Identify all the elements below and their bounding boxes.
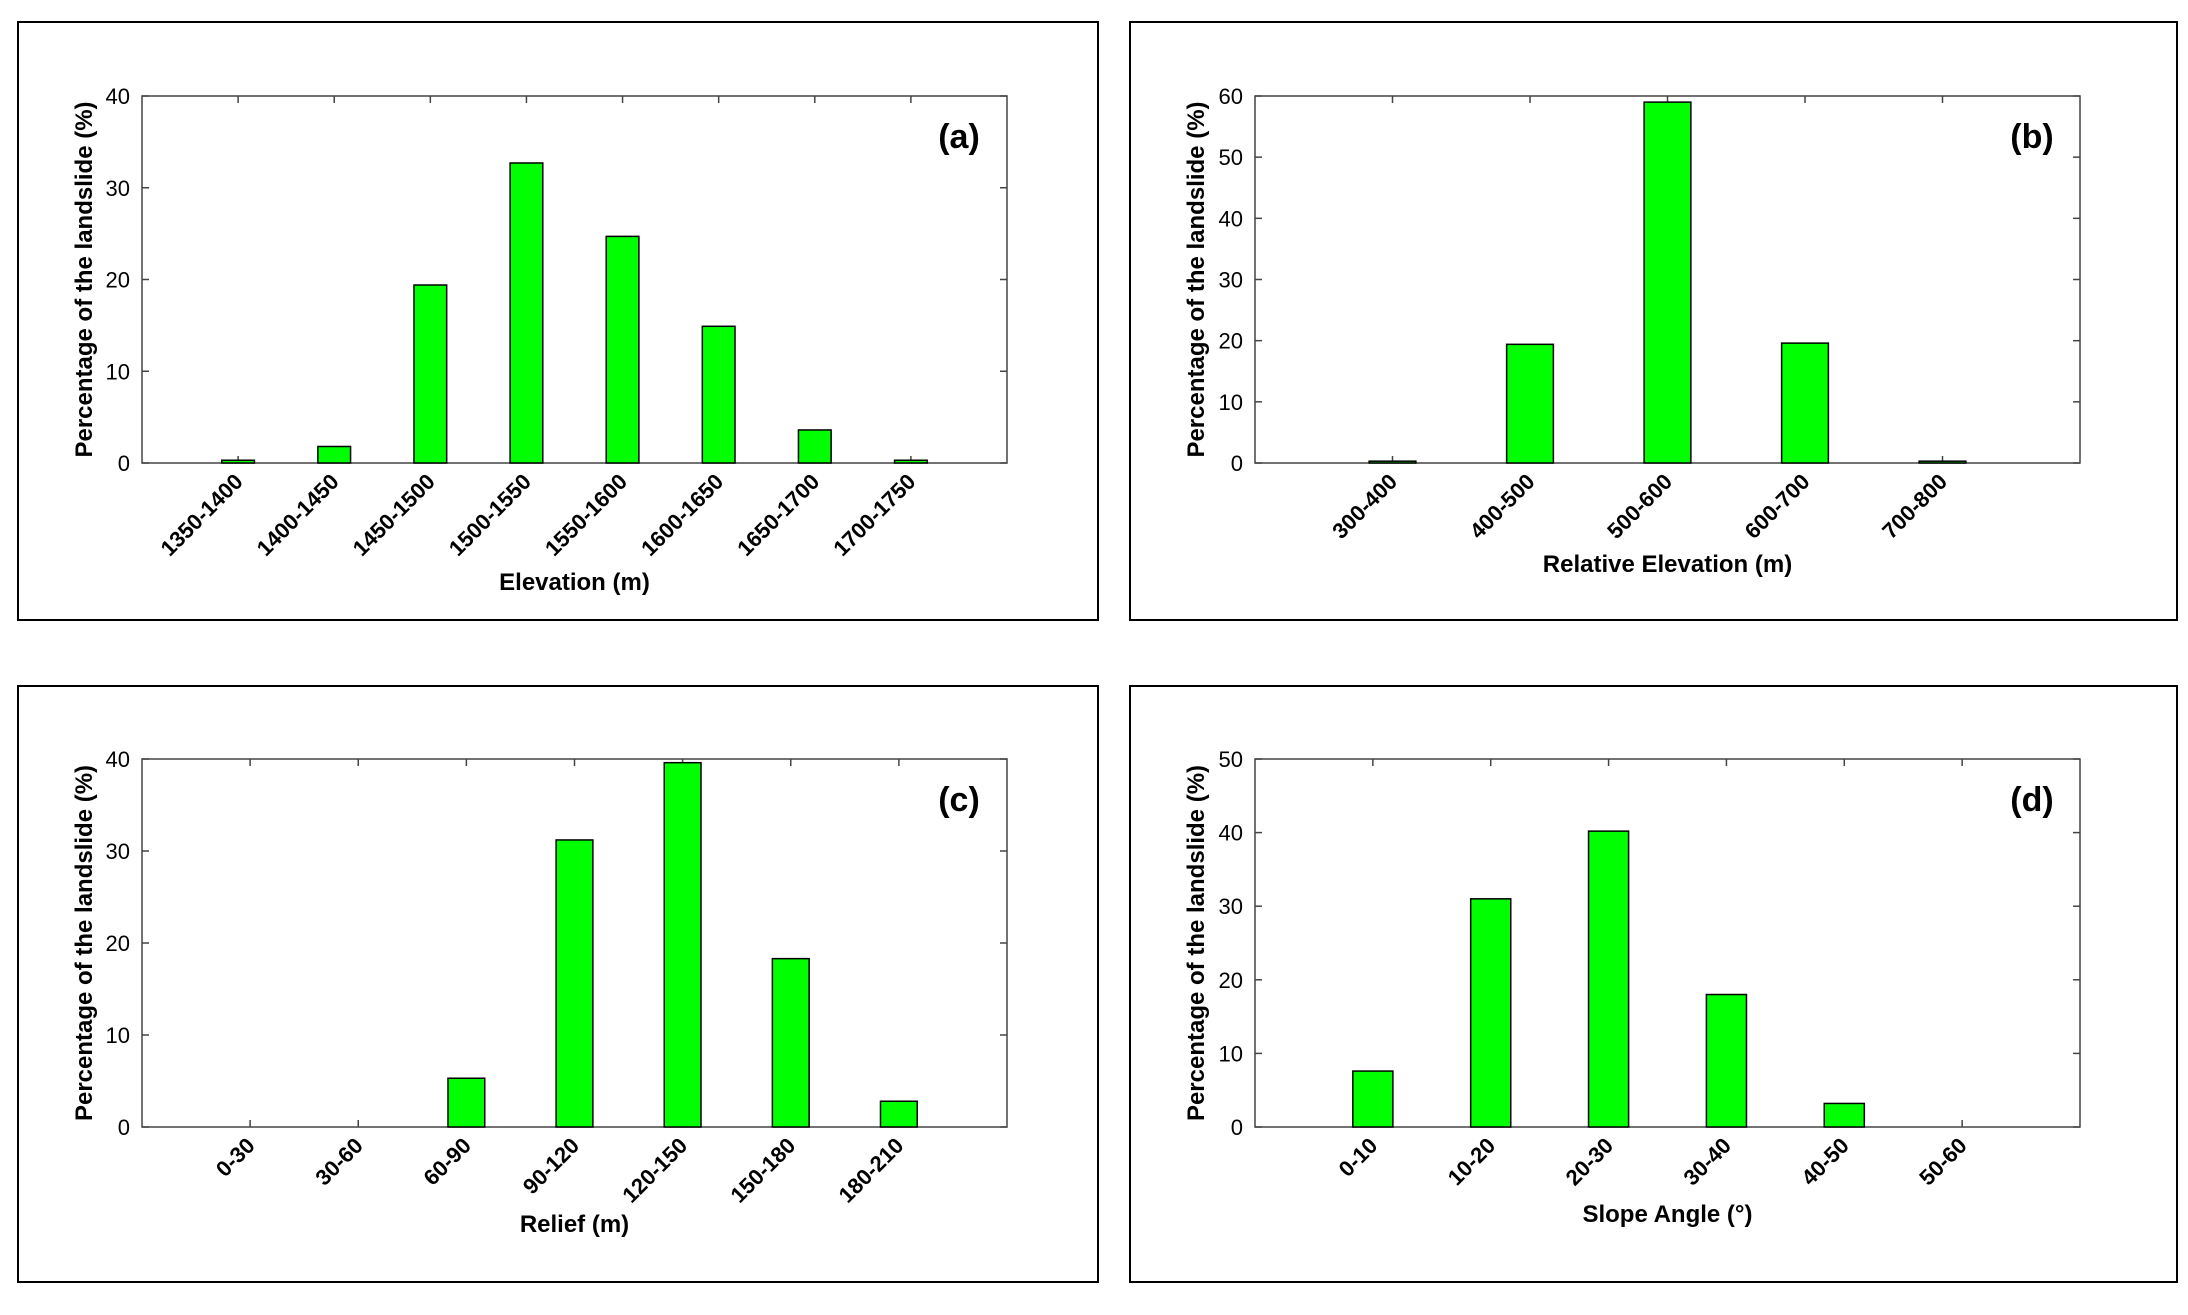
y-tick-label: 0 xyxy=(118,1115,130,1140)
y-axis-label: Percentage of the landslide (%) xyxy=(1183,101,1210,457)
bar-1600-1650 xyxy=(701,325,736,464)
bar-700-800 xyxy=(1918,460,1967,464)
x-axis-label: Elevation (m) xyxy=(499,569,650,596)
panel-label: (a) xyxy=(938,118,980,156)
plot-area xyxy=(1254,758,2081,1128)
y-tick-label: 60 xyxy=(1219,84,1243,109)
bar-40-50 xyxy=(1823,1102,1866,1128)
bar-180-210 xyxy=(879,1100,919,1128)
bar-1400-1450 xyxy=(317,445,352,464)
y-tick-label: 40 xyxy=(1219,206,1243,231)
panel-label: (b) xyxy=(2010,118,2053,156)
y-tick-label: 0 xyxy=(1231,451,1243,476)
y-tick-label: 0 xyxy=(118,451,130,476)
bar-150-180 xyxy=(771,957,810,1128)
y-axis-label: Percentage of the landslide (%) xyxy=(71,101,98,457)
y-tick-label: 10 xyxy=(1219,390,1243,415)
y-axis-label: Percentage of the landslide (%) xyxy=(1183,765,1210,1121)
y-tick-label: 10 xyxy=(106,359,130,384)
bar-1650-1700 xyxy=(797,429,832,464)
bar-1350-1400 xyxy=(221,459,256,464)
y-tick-label: 30 xyxy=(1219,268,1243,293)
y-tick-label: 40 xyxy=(106,747,130,772)
bar-400-500 xyxy=(1505,343,1555,464)
plot-area xyxy=(141,95,1008,464)
bar-1500-1550 xyxy=(509,162,544,464)
y-tick-label: 20 xyxy=(106,268,130,293)
y-tick-label: 10 xyxy=(1219,1041,1243,1066)
bar-500-600 xyxy=(1643,101,1692,464)
y-axis-label: Percentage of the landslide (%) xyxy=(71,765,98,1121)
panel-label: (d) xyxy=(2010,781,2053,819)
panel-label: (c) xyxy=(938,781,980,819)
bar-20-30 xyxy=(1587,830,1630,1128)
y-tick-label: 20 xyxy=(1219,329,1243,354)
y-tick-label: 10 xyxy=(106,1023,130,1048)
panel-frame xyxy=(17,21,1099,621)
bar-90-120 xyxy=(555,839,594,1128)
panel-frame xyxy=(1129,21,2178,621)
panel-frame xyxy=(1129,685,2178,1283)
bar-300-400 xyxy=(1368,460,1417,464)
panel-frame xyxy=(17,685,1099,1283)
bar-120-150 xyxy=(663,761,702,1128)
bar-0-10 xyxy=(1352,1070,1394,1128)
bar-1700-1750 xyxy=(893,459,928,464)
y-tick-label: 20 xyxy=(1219,968,1243,993)
bar-1550-1600 xyxy=(605,235,640,464)
x-axis-label: Slope Angle (°) xyxy=(1582,1201,1752,1228)
bar-1450-1500 xyxy=(413,284,448,464)
bar-600-700 xyxy=(1780,342,1830,464)
y-tick-label: 30 xyxy=(106,176,130,201)
x-axis-label: Relief (m) xyxy=(520,1211,629,1238)
y-tick-label: 40 xyxy=(1219,821,1243,846)
bar-10-20 xyxy=(1469,898,1512,1128)
bar-60-90 xyxy=(447,1077,486,1128)
x-axis-label: Relative Elevation (m) xyxy=(1543,551,1792,578)
y-tick-label: 50 xyxy=(1219,145,1243,170)
y-tick-label: 30 xyxy=(1219,894,1243,919)
y-tick-label: 0 xyxy=(1231,1115,1243,1140)
y-tick-label: 50 xyxy=(1219,747,1243,772)
y-tick-label: 20 xyxy=(106,931,130,956)
y-tick-label: 30 xyxy=(106,839,130,864)
bar-30-40 xyxy=(1705,993,1748,1128)
y-tick-label: 40 xyxy=(106,84,130,109)
